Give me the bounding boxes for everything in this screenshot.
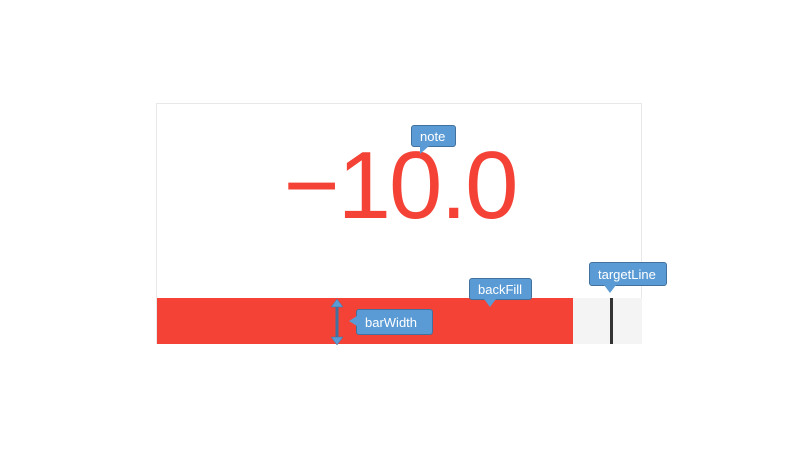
barwidth-callout-label: barWidth xyxy=(365,315,418,330)
kpi-value: −10.0 xyxy=(283,132,519,239)
targetline-callout-pointer xyxy=(604,285,616,293)
bar-width-dimension-arrow-icon xyxy=(330,299,344,345)
note-callout-label: note xyxy=(420,129,446,144)
backfill-callout-label: backFill xyxy=(478,282,523,297)
targetline-callout: targetLine xyxy=(589,262,667,293)
backfill-callout-pointer xyxy=(484,299,496,307)
target-line xyxy=(610,298,614,344)
barwidth-callout: barWidth xyxy=(349,309,433,335)
backfill-callout: backFill xyxy=(469,278,532,307)
targetline-callout-label: targetLine xyxy=(598,267,656,282)
note-callout: note xyxy=(411,125,456,154)
barwidth-callout-pointer xyxy=(349,316,357,326)
note-callout-pointer xyxy=(420,146,429,154)
